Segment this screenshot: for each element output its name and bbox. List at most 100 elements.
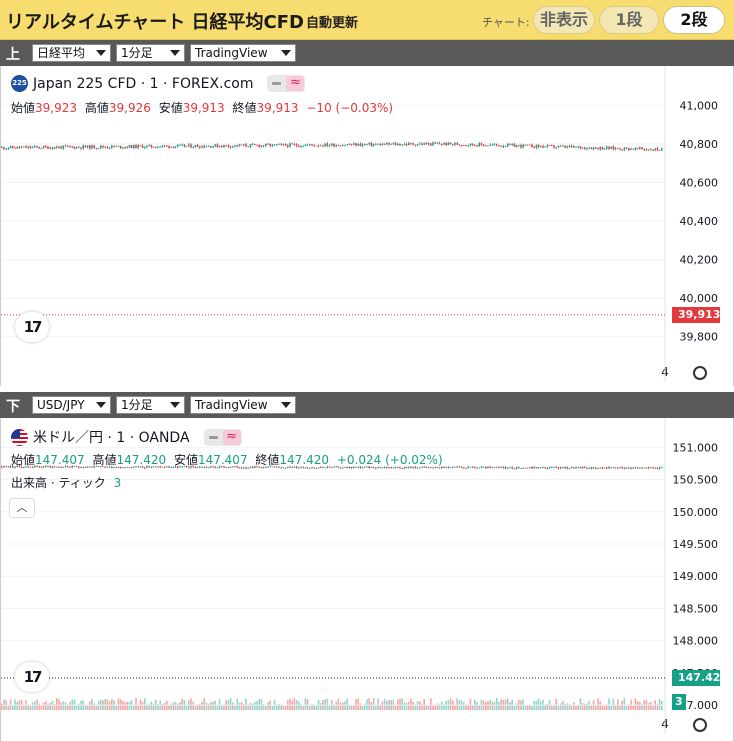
volume-bar (53, 704, 56, 710)
candle-body (205, 466, 208, 468)
candle-body (342, 145, 344, 147)
bottom-interval-select[interactable]: 1分足 (116, 396, 185, 414)
candle-body (69, 466, 71, 468)
candle-body (199, 146, 201, 148)
candle-body (390, 467, 392, 469)
volume-bar (359, 703, 362, 710)
candle-body (302, 146, 304, 147)
candle-body (155, 147, 157, 149)
volume-bar (205, 702, 208, 710)
volume-bar (625, 705, 628, 710)
candle-body (603, 148, 606, 150)
candle-body (348, 466, 351, 469)
candle-body (276, 466, 278, 468)
two-rows-button[interactable]: 2段 (663, 6, 725, 34)
candle-body (423, 466, 425, 468)
volume-bar (647, 703, 650, 710)
volume-bar (34, 701, 36, 710)
chevron-up-icon[interactable]: ︿ (9, 498, 35, 518)
volume-bar (372, 698, 375, 710)
chart-style-toggle[interactable]: ≈ (267, 75, 306, 92)
hide-chart-button[interactable]: 非表示 (533, 6, 595, 34)
nikkei-chart[interactable]: 09:0012:0015:0018:0021:00203:00441,00040… (1, 66, 734, 386)
candle-body (91, 145, 93, 149)
candle-body (480, 143, 483, 145)
tradingview-logo[interactable]: 17 (15, 662, 49, 692)
candle-body (36, 466, 38, 467)
candle-body (243, 467, 245, 469)
candle-body (311, 144, 313, 145)
top-source-select[interactable]: TradingView (190, 44, 296, 62)
candle-body (166, 145, 168, 147)
volume-bar (326, 698, 329, 710)
candle-body (287, 145, 289, 147)
candle-body (146, 145, 148, 148)
tradingview-logo[interactable]: 17 (15, 312, 49, 342)
candle-body (520, 145, 522, 148)
candle-body (601, 467, 604, 469)
candle-body (265, 143, 267, 146)
volume-bar (115, 705, 117, 710)
volume-bar (537, 698, 540, 710)
candle-body (546, 467, 549, 469)
candle-body (284, 144, 287, 146)
candle-body (12, 466, 14, 468)
volume-bar (210, 702, 212, 710)
candle-body (273, 144, 276, 146)
volume-bar (245, 698, 247, 710)
candle-body (34, 146, 36, 148)
one-row-button[interactable]: 1段 (599, 6, 659, 34)
chart-style-toggle[interactable]: ≈ (203, 428, 242, 446)
usdjpy-chart-pane[interactable]: 09:0012:0015:0018:0021:00203:004151.0001… (0, 418, 734, 741)
candle-body (216, 467, 219, 469)
candle-body (546, 145, 549, 147)
candle-body (357, 143, 359, 146)
volume-bar (498, 702, 500, 710)
candle-body (610, 467, 612, 468)
candle-body (427, 143, 430, 145)
candle-body (414, 466, 417, 468)
candle-body (14, 147, 16, 149)
price-axis-label: 40,600 (680, 176, 719, 189)
top-interval-select[interactable]: 1分足 (116, 44, 185, 62)
volume-bar (361, 705, 364, 710)
top-symbol-select[interactable]: 日経平均 (32, 44, 111, 62)
candle-body (588, 467, 590, 469)
candle-body (324, 467, 326, 469)
candle-body (163, 466, 166, 468)
volume-bar (1, 703, 3, 710)
volume-bar (540, 701, 542, 710)
candle-body (661, 467, 663, 468)
gear-icon[interactable] (693, 366, 707, 380)
volume-bar (603, 704, 606, 710)
candle-body (562, 467, 564, 469)
candle-body (405, 144, 408, 146)
volume-bar (161, 703, 164, 710)
candle-body (320, 145, 322, 147)
candle-body (353, 467, 355, 468)
candle-body (73, 146, 76, 149)
candle-body (31, 147, 34, 148)
bottom-source-select[interactable]: TradingView (190, 396, 296, 414)
hide-icon (208, 435, 218, 439)
volume-bar (302, 705, 304, 710)
candle-body (300, 467, 302, 469)
bottom-symbol-select[interactable]: USD/JPY (32, 396, 111, 414)
candle-body (509, 467, 511, 469)
candle-body (216, 144, 219, 148)
price-axis-label: 149.500 (673, 538, 719, 551)
candle-body (271, 466, 274, 468)
volume-bar (430, 698, 432, 710)
candle-body (93, 466, 95, 468)
candle-body (502, 467, 505, 468)
candle-body (375, 144, 377, 145)
candle-body (183, 466, 186, 468)
volume-bar (243, 704, 245, 710)
gear-icon[interactable] (693, 718, 707, 732)
nikkei-chart-pane[interactable]: 09:0012:0015:0018:0021:00203:00441,00040… (0, 66, 734, 386)
volume-bar (27, 704, 29, 710)
chevron-down-icon (170, 50, 180, 56)
candle-body (364, 466, 366, 468)
candle-body (487, 145, 489, 147)
candle-body (634, 147, 637, 150)
